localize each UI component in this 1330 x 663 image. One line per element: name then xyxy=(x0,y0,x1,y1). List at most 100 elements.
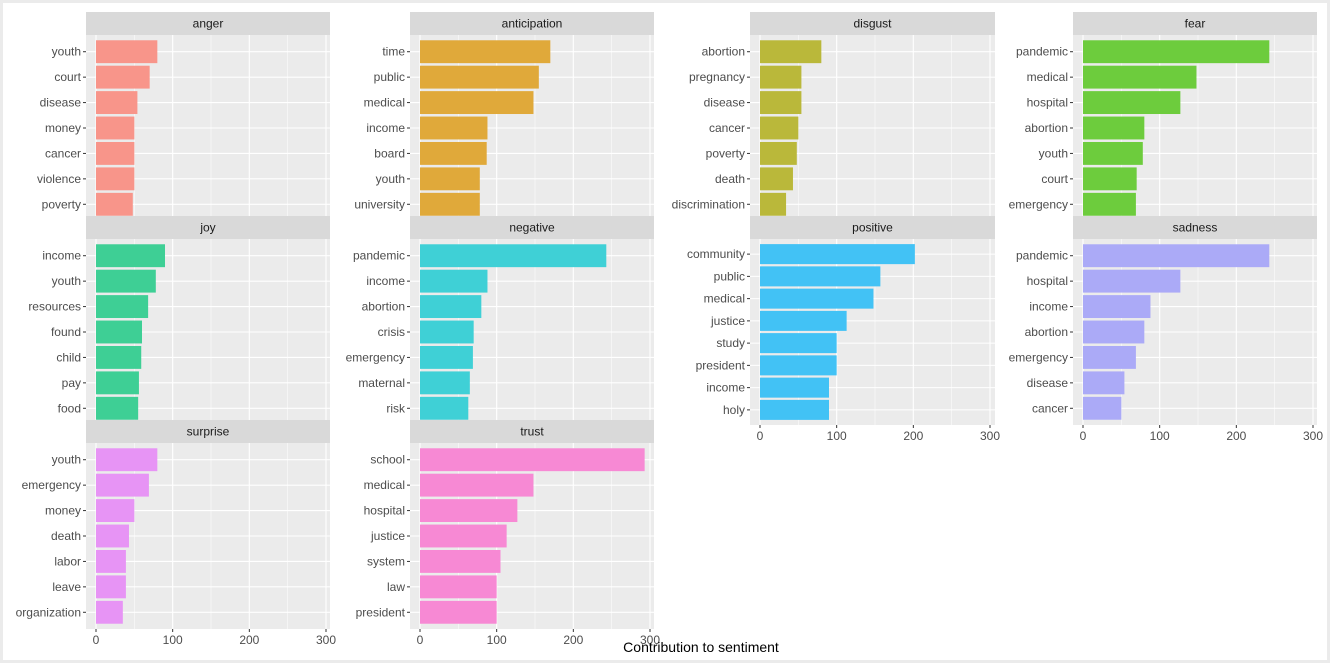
y-tick-label-disgust: discrimination xyxy=(672,197,745,211)
y-tick-label-trust: justice xyxy=(370,529,405,543)
strip-positive xyxy=(750,216,995,239)
y-tick-label-surprise: leave xyxy=(52,580,81,594)
strip-label-surprise: surprise xyxy=(187,425,230,439)
y-tick-label-sadness: income xyxy=(1029,300,1068,314)
y-tick-label-disgust: disease xyxy=(704,96,746,110)
y-tick-label-fear: emergency xyxy=(1009,197,1068,211)
bar-positive-study xyxy=(760,333,837,354)
strip-trust xyxy=(410,420,654,443)
bar-anger-youth xyxy=(96,40,158,64)
x-tick-label: 200 xyxy=(903,429,923,443)
x-tick-label: 300 xyxy=(316,633,336,647)
x-tick-label: 0 xyxy=(757,429,764,443)
faceted-bar-chart: anger youth court disease money cancer violenc… xyxy=(16,12,1323,655)
bar-fear-hospital xyxy=(1083,91,1181,115)
y-tick-label-negative: pandemic xyxy=(353,249,405,263)
y-tick-label-positive: medical xyxy=(704,292,745,306)
bar-anticipation-income xyxy=(420,116,488,140)
bar-disgust-poverty xyxy=(760,141,797,165)
x-tick-label: 0 xyxy=(1080,429,1087,443)
bar-negative-risk xyxy=(420,396,469,420)
y-tick-label-anticipation: medical xyxy=(364,96,405,110)
bar-trust-hospital xyxy=(420,499,518,523)
x-tick-label: 100 xyxy=(163,633,183,647)
bar-trust-law xyxy=(420,575,497,599)
strip-surprise xyxy=(86,420,330,443)
bar-joy-youth xyxy=(96,269,156,293)
bar-anger-violence xyxy=(96,167,135,191)
y-tick-label-anticipation: income xyxy=(366,121,405,135)
y-tick-label-sadness: hospital xyxy=(1027,274,1068,288)
strip-anticipation xyxy=(410,12,654,35)
y-tick-label-disgust: abortion xyxy=(702,45,745,59)
y-tick-label-fear: medical xyxy=(1027,70,1068,84)
bar-trust-justice xyxy=(420,524,507,548)
y-tick-label-joy: child xyxy=(56,350,81,364)
bar-surprise-organization xyxy=(96,600,123,624)
y-tick-label-sadness: abortion xyxy=(1025,325,1068,339)
bar-disgust-discrimination xyxy=(760,192,787,216)
x-tick-label: 300 xyxy=(1303,429,1323,443)
y-tick-label-trust: president xyxy=(356,605,406,619)
y-tick-label-joy: found xyxy=(51,325,81,339)
x-tick-label: 0 xyxy=(93,633,100,647)
strip-anger xyxy=(86,12,330,35)
bar-disgust-pregnancy xyxy=(760,65,802,89)
y-tick-label-disgust: poverty xyxy=(706,146,745,160)
bar-anticipation-medical xyxy=(420,91,534,115)
bar-anticipation-university xyxy=(420,192,480,216)
y-tick-label-anger: youth xyxy=(52,45,81,59)
x-axis-title: Contribution to sentiment xyxy=(623,639,779,655)
y-tick-label-anger: disease xyxy=(40,96,82,110)
x-tick-label: 100 xyxy=(1150,429,1170,443)
y-tick-label-trust: medical xyxy=(364,478,405,492)
y-tick-label-sadness: pandemic xyxy=(1016,249,1068,263)
bar-positive-community xyxy=(760,244,915,265)
bar-joy-food xyxy=(96,396,139,420)
y-tick-label-disgust: cancer xyxy=(709,121,745,135)
bar-anger-disease xyxy=(96,91,138,115)
bar-anticipation-public xyxy=(420,65,539,89)
y-tick-label-anger: cancer xyxy=(45,146,81,160)
y-tick-label-anger: money xyxy=(45,121,81,135)
bar-sadness-cancer xyxy=(1083,396,1122,420)
y-tick-label-anticipation: time xyxy=(382,45,405,59)
strip-sadness xyxy=(1073,216,1317,239)
y-tick-label-joy: food xyxy=(58,401,81,415)
bar-negative-crisis xyxy=(420,320,474,344)
bar-disgust-abortion xyxy=(760,40,822,64)
strip-negative xyxy=(410,216,654,239)
y-tick-label-surprise: youth xyxy=(52,453,81,467)
strip-label-positive: positive xyxy=(852,221,893,235)
bar-anger-money xyxy=(96,116,135,140)
bar-trust-school xyxy=(420,448,645,472)
y-tick-label-anger: court xyxy=(54,70,81,84)
bar-negative-income xyxy=(420,269,488,293)
strip-label-trust: trust xyxy=(520,425,544,439)
y-tick-label-joy: youth xyxy=(52,274,81,288)
y-tick-label-anticipation: youth xyxy=(376,172,405,186)
bar-sadness-income xyxy=(1083,295,1151,319)
y-tick-label-sadness: cancer xyxy=(1032,401,1068,415)
x-tick-label: 200 xyxy=(239,633,259,647)
y-tick-label-positive: public xyxy=(714,269,745,283)
x-tick-label: 0 xyxy=(417,633,424,647)
bar-positive-medical xyxy=(760,288,874,309)
y-tick-label-sadness: emergency xyxy=(1009,350,1068,364)
bar-sadness-disease xyxy=(1083,371,1125,395)
y-tick-label-fear: abortion xyxy=(1025,121,1068,135)
y-tick-label-surprise: organization xyxy=(16,605,81,619)
y-tick-label-negative: risk xyxy=(386,401,406,415)
y-tick-label-positive: income xyxy=(706,381,745,395)
bar-anger-court xyxy=(96,65,150,89)
y-tick-label-positive: study xyxy=(716,336,745,350)
bar-sadness-pandemic xyxy=(1083,244,1270,268)
y-tick-label-anger: violence xyxy=(37,172,81,186)
chart-frame: anger youth court disease money cancer violenc… xyxy=(3,3,1327,660)
bar-joy-pay xyxy=(96,371,139,395)
strip-label-anticipation: anticipation xyxy=(502,17,563,31)
x-tick-label: 100 xyxy=(827,429,847,443)
bar-fear-emergency xyxy=(1083,192,1136,216)
y-tick-label-surprise: emergency xyxy=(22,478,81,492)
bar-negative-pandemic xyxy=(420,244,607,268)
